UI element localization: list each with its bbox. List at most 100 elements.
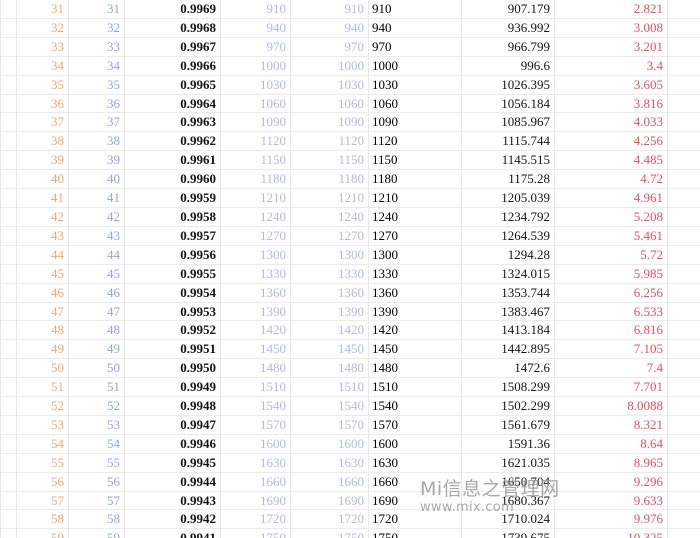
- cell-input-b[interactable]: 1240: [290, 207, 369, 227]
- cell-spacer[interactable]: 1030: [368, 75, 462, 95]
- cell-index-orange[interactable]: 38: [16, 131, 69, 152]
- cell-computed-value[interactable]: 1650.704: [461, 472, 555, 492]
- table-row[interactable]: 32320.9968940940940936.9923.0083.1333333…: [0, 18, 700, 38]
- cell-coefficient[interactable]: 0.9946: [124, 434, 221, 454]
- cell-computed-value[interactable]: 1383.467: [461, 302, 555, 322]
- cell-ratio-a[interactable]: 4.433333333: [667, 264, 700, 284]
- cell-spacer[interactable]: 1270: [368, 226, 462, 246]
- cell-index-blue[interactable]: 54: [68, 434, 125, 454]
- cell-row-gutter[interactable]: [0, 339, 17, 360]
- cell-input-a[interactable]: 1450: [220, 339, 291, 360]
- cell-ratio-a[interactable]: 4.533333333: [667, 283, 700, 303]
- cell-ratio-a[interactable]: 4.133333333: [667, 207, 700, 227]
- table-row[interactable]: 36360.99641060106010601056.1843.8163.533…: [0, 94, 700, 114]
- cell-input-a[interactable]: 910: [220, 0, 291, 19]
- cell-input-a[interactable]: 970: [220, 37, 291, 57]
- cell-coefficient[interactable]: 0.9945: [124, 453, 221, 473]
- cell-input-b[interactable]: 1270: [290, 226, 369, 246]
- cell-coefficient[interactable]: 0.9953: [124, 302, 221, 322]
- cell-ratio-a[interactable]: 3.433333333: [667, 75, 700, 95]
- cell-spacer[interactable]: 1630: [368, 453, 462, 473]
- cell-index-orange[interactable]: 37: [16, 112, 69, 133]
- cell-computed-value[interactable]: 1508.299: [461, 377, 555, 398]
- cell-index-orange[interactable]: 41: [16, 188, 69, 208]
- cell-row-gutter[interactable]: [0, 169, 17, 190]
- cell-row-gutter[interactable]: [0, 112, 17, 133]
- cell-index-blue[interactable]: 42: [68, 207, 125, 227]
- cell-ratio-a[interactable]: 4.733333333: [667, 320, 700, 341]
- cell-index-orange[interactable]: 55: [16, 453, 69, 473]
- cell-computed-value[interactable]: 1294.28: [461, 245, 555, 265]
- cell-computed-value[interactable]: 1145.515: [461, 150, 555, 171]
- cell-spacer[interactable]: 1360: [368, 283, 462, 303]
- cell-computed-value[interactable]: 1472.6: [461, 358, 555, 379]
- cell-coefficient[interactable]: 0.9941: [124, 528, 221, 538]
- table-row[interactable]: 43430.99571270127012701264.5395.4614.233…: [0, 226, 700, 246]
- cell-computed-value[interactable]: 1561.679: [461, 415, 555, 435]
- cell-coefficient[interactable]: 0.9959: [124, 188, 221, 208]
- cell-index-orange[interactable]: 35: [16, 75, 69, 95]
- table-row[interactable]: 39390.99611150115011501145.5154.4853.833…: [0, 150, 700, 171]
- cell-row-gutter[interactable]: [0, 207, 17, 227]
- cell-coefficient[interactable]: 0.9954: [124, 283, 221, 303]
- cell-computed-value[interactable]: 1056.184: [461, 94, 555, 114]
- cell-index-orange[interactable]: 53: [16, 415, 69, 435]
- cell-delta-value[interactable]: 8.0088: [554, 396, 668, 416]
- cell-row-gutter[interactable]: [0, 150, 17, 171]
- cell-input-a[interactable]: 1390: [220, 302, 291, 322]
- cell-index-blue[interactable]: 43: [68, 226, 125, 246]
- cell-coefficient[interactable]: 0.9942: [124, 509, 221, 530]
- cell-input-a[interactable]: 1600: [220, 434, 291, 454]
- cell-index-blue[interactable]: 45: [68, 264, 125, 284]
- cell-input-a[interactable]: 1750: [220, 528, 291, 538]
- cell-input-a[interactable]: 1150: [220, 150, 291, 171]
- cell-input-b[interactable]: 1660: [290, 472, 369, 492]
- cell-index-blue[interactable]: 44: [68, 245, 125, 265]
- cell-input-a[interactable]: 1330: [220, 264, 291, 284]
- cell-input-a[interactable]: 1030: [220, 75, 291, 95]
- cell-coefficient[interactable]: 0.9944: [124, 472, 221, 492]
- cell-input-b[interactable]: 1210: [290, 188, 369, 208]
- cell-input-b[interactable]: 1030: [290, 75, 369, 95]
- cell-input-a[interactable]: 1690: [220, 491, 291, 511]
- cell-delta-value[interactable]: 4.256: [554, 131, 668, 152]
- cell-delta-value[interactable]: 3.4: [554, 56, 668, 76]
- cell-row-gutter[interactable]: [0, 37, 17, 57]
- cell-ratio-a[interactable]: 3.733333333: [667, 131, 700, 152]
- cell-index-blue[interactable]: 32: [68, 18, 125, 38]
- table-row[interactable]: 57570.99431690169016901680.3679.6335.633…: [0, 491, 700, 511]
- table-row[interactable]: 33330.9967970970970966.7993.2013.2333333…: [0, 37, 700, 57]
- cell-input-b[interactable]: 1570: [290, 415, 369, 435]
- cell-ratio-a[interactable]: 4.233333333: [667, 226, 700, 246]
- cell-input-b[interactable]: 1720: [290, 509, 369, 530]
- cell-ratio-a[interactable]: 5.833333333: [667, 528, 700, 538]
- cell-delta-value[interactable]: 4.72: [554, 169, 668, 190]
- cell-input-b[interactable]: 1330: [290, 264, 369, 284]
- cell-delta-value[interactable]: 8.321: [554, 415, 668, 435]
- cell-ratio-a[interactable]: 4.633333333: [667, 302, 700, 322]
- cell-row-gutter[interactable]: [0, 56, 17, 76]
- cell-index-blue[interactable]: 33: [68, 37, 125, 57]
- cell-spacer[interactable]: 1330: [368, 264, 462, 284]
- cell-input-a[interactable]: 1240: [220, 207, 291, 227]
- cell-index-orange[interactable]: 34: [16, 56, 69, 76]
- cell-ratio-a[interactable]: 5.233333333: [667, 415, 700, 435]
- cell-index-blue[interactable]: 31: [68, 0, 125, 19]
- cell-index-blue[interactable]: 39: [68, 150, 125, 171]
- cell-computed-value[interactable]: 1026.395: [461, 75, 555, 95]
- cell-index-blue[interactable]: 36: [68, 94, 125, 114]
- table-row[interactable]: 37370.99631090109010901085.9674.0333.633…: [0, 112, 700, 133]
- table-row[interactable]: 35350.99651030103010301026.3953.6053.433…: [0, 75, 700, 95]
- cell-row-gutter[interactable]: [0, 453, 17, 473]
- cell-input-a[interactable]: 1630: [220, 453, 291, 473]
- cell-spacer[interactable]: 1150: [368, 150, 462, 171]
- cell-input-a[interactable]: 1060: [220, 94, 291, 114]
- cell-delta-value[interactable]: 6.816: [554, 320, 668, 341]
- cell-delta-value[interactable]: 3.008: [554, 18, 668, 38]
- cell-spacer[interactable]: 1120: [368, 131, 462, 152]
- cell-ratio-a[interactable]: 5.533333333: [667, 472, 700, 492]
- cell-coefficient[interactable]: 0.9950: [124, 358, 221, 379]
- cell-spacer[interactable]: 1720: [368, 509, 462, 530]
- cell-spacer[interactable]: 910: [368, 0, 462, 19]
